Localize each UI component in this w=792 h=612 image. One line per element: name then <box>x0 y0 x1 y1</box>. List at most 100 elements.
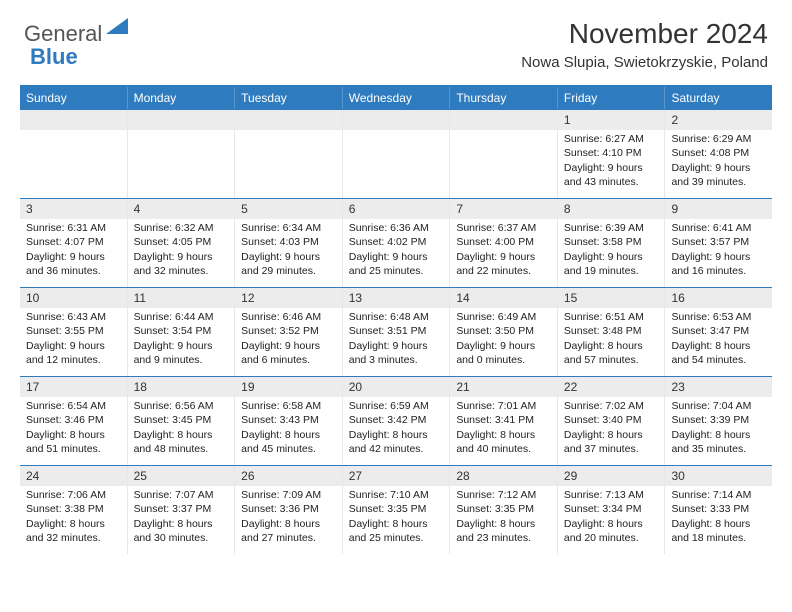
day-number-empty <box>128 110 235 130</box>
day-details: Sunrise: 6:54 AMSunset: 3:46 PMDaylight:… <box>20 397 127 460</box>
day-number: 3 <box>20 199 127 219</box>
day-number: 9 <box>665 199 772 219</box>
day-cell: 29Sunrise: 7:13 AMSunset: 3:34 PMDayligh… <box>558 466 666 554</box>
day-cell: 14Sunrise: 6:49 AMSunset: 3:50 PMDayligh… <box>450 288 558 376</box>
day-details: Sunrise: 6:44 AMSunset: 3:54 PMDaylight:… <box>128 308 235 371</box>
day-cell: 15Sunrise: 6:51 AMSunset: 3:48 PMDayligh… <box>558 288 666 376</box>
day-number: 6 <box>343 199 450 219</box>
day-number-empty <box>235 110 342 130</box>
day-details: Sunrise: 6:32 AMSunset: 4:05 PMDaylight:… <box>128 219 235 282</box>
day-number: 4 <box>128 199 235 219</box>
week-row: 1Sunrise: 6:27 AMSunset: 4:10 PMDaylight… <box>20 109 772 198</box>
day-number: 12 <box>235 288 342 308</box>
day-header: Monday <box>128 87 236 109</box>
day-header: Thursday <box>450 87 558 109</box>
day-number: 2 <box>665 110 772 130</box>
logo: General <box>24 18 130 45</box>
day-details: Sunrise: 6:34 AMSunset: 4:03 PMDaylight:… <box>235 219 342 282</box>
day-cell: 3Sunrise: 6:31 AMSunset: 4:07 PMDaylight… <box>20 199 128 287</box>
day-cell: 26Sunrise: 7:09 AMSunset: 3:36 PMDayligh… <box>235 466 343 554</box>
day-cell: 23Sunrise: 7:04 AMSunset: 3:39 PMDayligh… <box>665 377 772 465</box>
day-number: 15 <box>558 288 665 308</box>
weeks-container: 1Sunrise: 6:27 AMSunset: 4:10 PMDaylight… <box>20 109 772 554</box>
day-cell: 8Sunrise: 6:39 AMSunset: 3:58 PMDaylight… <box>558 199 666 287</box>
day-number: 1 <box>558 110 665 130</box>
day-number: 30 <box>665 466 772 486</box>
day-header: Saturday <box>665 87 772 109</box>
day-number: 22 <box>558 377 665 397</box>
day-details: Sunrise: 6:59 AMSunset: 3:42 PMDaylight:… <box>343 397 450 460</box>
logo-word1: General <box>24 23 102 45</box>
day-number: 8 <box>558 199 665 219</box>
day-number: 19 <box>235 377 342 397</box>
day-details: Sunrise: 6:39 AMSunset: 3:58 PMDaylight:… <box>558 219 665 282</box>
day-number: 20 <box>343 377 450 397</box>
day-number-empty <box>343 110 450 130</box>
calendar: SundayMondayTuesdayWednesdayThursdayFrid… <box>20 85 772 554</box>
day-cell: 12Sunrise: 6:46 AMSunset: 3:52 PMDayligh… <box>235 288 343 376</box>
day-number: 24 <box>20 466 127 486</box>
day-details: Sunrise: 6:29 AMSunset: 4:08 PMDaylight:… <box>665 130 772 193</box>
day-details: Sunrise: 6:56 AMSunset: 3:45 PMDaylight:… <box>128 397 235 460</box>
day-details: Sunrise: 7:04 AMSunset: 3:39 PMDaylight:… <box>665 397 772 460</box>
day-cell: 7Sunrise: 6:37 AMSunset: 4:00 PMDaylight… <box>450 199 558 287</box>
day-cell: 25Sunrise: 7:07 AMSunset: 3:37 PMDayligh… <box>128 466 236 554</box>
month-title: November 2024 <box>521 18 768 50</box>
day-details: Sunrise: 7:01 AMSunset: 3:41 PMDaylight:… <box>450 397 557 460</box>
day-details: Sunrise: 7:02 AMSunset: 3:40 PMDaylight:… <box>558 397 665 460</box>
day-cell <box>343 110 451 198</box>
day-number: 29 <box>558 466 665 486</box>
day-details: Sunrise: 6:43 AMSunset: 3:55 PMDaylight:… <box>20 308 127 371</box>
logo-word2: Blue <box>30 44 78 70</box>
day-details: Sunrise: 6:53 AMSunset: 3:47 PMDaylight:… <box>665 308 772 371</box>
day-details: Sunrise: 6:36 AMSunset: 4:02 PMDaylight:… <box>343 219 450 282</box>
logo-triangle-icon <box>106 18 128 39</box>
day-details: Sunrise: 6:46 AMSunset: 3:52 PMDaylight:… <box>235 308 342 371</box>
week-row: 3Sunrise: 6:31 AMSunset: 4:07 PMDaylight… <box>20 198 772 287</box>
week-row: 10Sunrise: 6:43 AMSunset: 3:55 PMDayligh… <box>20 287 772 376</box>
day-number: 28 <box>450 466 557 486</box>
day-cell: 27Sunrise: 7:10 AMSunset: 3:35 PMDayligh… <box>343 466 451 554</box>
day-number: 5 <box>235 199 342 219</box>
day-cell: 19Sunrise: 6:58 AMSunset: 3:43 PMDayligh… <box>235 377 343 465</box>
day-details: Sunrise: 7:10 AMSunset: 3:35 PMDaylight:… <box>343 486 450 549</box>
day-details: Sunrise: 7:13 AMSunset: 3:34 PMDaylight:… <box>558 486 665 549</box>
day-cell: 18Sunrise: 6:56 AMSunset: 3:45 PMDayligh… <box>128 377 236 465</box>
day-cell <box>450 110 558 198</box>
day-cell: 21Sunrise: 7:01 AMSunset: 3:41 PMDayligh… <box>450 377 558 465</box>
day-details: Sunrise: 6:58 AMSunset: 3:43 PMDaylight:… <box>235 397 342 460</box>
day-number: 11 <box>128 288 235 308</box>
day-cell: 13Sunrise: 6:48 AMSunset: 3:51 PMDayligh… <box>343 288 451 376</box>
day-number: 14 <box>450 288 557 308</box>
day-number: 27 <box>343 466 450 486</box>
day-details: Sunrise: 6:31 AMSunset: 4:07 PMDaylight:… <box>20 219 127 282</box>
day-cell <box>20 110 128 198</box>
day-details: Sunrise: 7:14 AMSunset: 3:33 PMDaylight:… <box>665 486 772 549</box>
day-cell: 30Sunrise: 7:14 AMSunset: 3:33 PMDayligh… <box>665 466 772 554</box>
day-number: 17 <box>20 377 127 397</box>
location: Nowa Slupia, Swietokrzyskie, Poland <box>521 54 768 71</box>
day-details: Sunrise: 6:51 AMSunset: 3:48 PMDaylight:… <box>558 308 665 371</box>
week-row: 17Sunrise: 6:54 AMSunset: 3:46 PMDayligh… <box>20 376 772 465</box>
day-number: 25 <box>128 466 235 486</box>
day-cell <box>128 110 236 198</box>
day-header: Friday <box>558 87 666 109</box>
day-number-empty <box>20 110 127 130</box>
day-details: Sunrise: 7:12 AMSunset: 3:35 PMDaylight:… <box>450 486 557 549</box>
day-number: 23 <box>665 377 772 397</box>
day-details: Sunrise: 6:37 AMSunset: 4:00 PMDaylight:… <box>450 219 557 282</box>
day-cell: 16Sunrise: 6:53 AMSunset: 3:47 PMDayligh… <box>665 288 772 376</box>
day-header: Wednesday <box>343 87 451 109</box>
day-cell: 17Sunrise: 6:54 AMSunset: 3:46 PMDayligh… <box>20 377 128 465</box>
day-details: Sunrise: 6:49 AMSunset: 3:50 PMDaylight:… <box>450 308 557 371</box>
day-details: Sunrise: 7:07 AMSunset: 3:37 PMDaylight:… <box>128 486 235 549</box>
day-cell: 1Sunrise: 6:27 AMSunset: 4:10 PMDaylight… <box>558 110 666 198</box>
day-header-row: SundayMondayTuesdayWednesdayThursdayFrid… <box>20 87 772 109</box>
day-number: 10 <box>20 288 127 308</box>
day-cell: 11Sunrise: 6:44 AMSunset: 3:54 PMDayligh… <box>128 288 236 376</box>
day-cell: 6Sunrise: 6:36 AMSunset: 4:02 PMDaylight… <box>343 199 451 287</box>
day-number: 21 <box>450 377 557 397</box>
day-cell: 5Sunrise: 6:34 AMSunset: 4:03 PMDaylight… <box>235 199 343 287</box>
day-cell: 22Sunrise: 7:02 AMSunset: 3:40 PMDayligh… <box>558 377 666 465</box>
day-cell: 28Sunrise: 7:12 AMSunset: 3:35 PMDayligh… <box>450 466 558 554</box>
